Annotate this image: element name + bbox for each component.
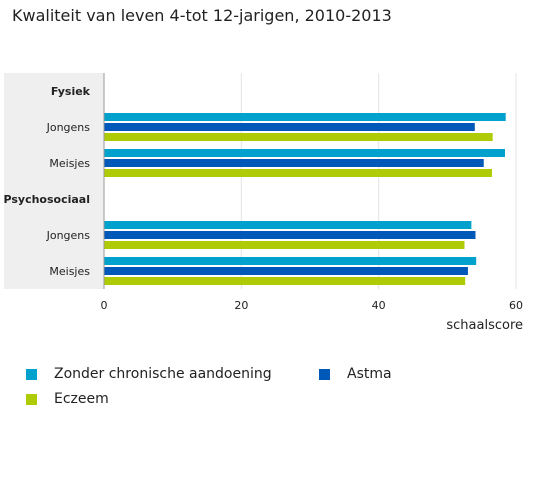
legend-item: Astma: [319, 366, 392, 382]
x-tick-label: 0: [101, 299, 108, 312]
category-label: Meisjes: [49, 157, 90, 170]
category-panel: [4, 73, 104, 289]
group-label: Fysiek: [51, 85, 91, 98]
legend-label: Astma: [347, 366, 392, 382]
gridlines: [240, 73, 517, 289]
bar: [104, 257, 477, 265]
x-tick-label: 40: [372, 299, 386, 312]
bar: [104, 123, 475, 131]
row-labels: Fysiek Jongens Meisjes Psychosociaal Jongens…: [3, 85, 90, 278]
bar: [104, 231, 476, 239]
x-tick-label: 20: [234, 299, 248, 312]
bar: [104, 277, 466, 285]
legend-swatch: [26, 368, 37, 380]
bar: [104, 149, 506, 157]
group-label: Psychosociaal: [3, 193, 90, 206]
bar: [104, 241, 465, 249]
legend-swatch: [319, 368, 330, 380]
bar: [104, 159, 484, 167]
bar: [104, 267, 468, 275]
category-label: Jongens: [46, 229, 91, 242]
bar: [104, 133, 493, 141]
legend-label: Zonder chronische aandoening: [54, 366, 272, 382]
x-tick-labels: 0 20 40 60: [101, 299, 524, 312]
bars: [104, 113, 506, 285]
chart-title: Kwaliteit van leven 4-tot 12-jarigen, 20…: [12, 6, 392, 25]
legend-swatch: [26, 393, 37, 405]
legend-item: Zonder chronische aandoening: [26, 366, 272, 382]
bar: [104, 221, 472, 229]
legend-label: Eczeem: [54, 391, 109, 407]
category-label: Meisjes: [49, 265, 90, 278]
category-label: Jongens: [46, 121, 91, 134]
bar: [104, 169, 492, 177]
legend-item: Eczeem: [26, 391, 109, 407]
bar-chart: Fysiek Jongens Meisjes Psychosociaal Jongens…: [3, 73, 524, 333]
x-axis-title: schaalscore: [446, 318, 523, 333]
x-tick-label: 60: [509, 299, 523, 312]
bar: [104, 113, 506, 121]
